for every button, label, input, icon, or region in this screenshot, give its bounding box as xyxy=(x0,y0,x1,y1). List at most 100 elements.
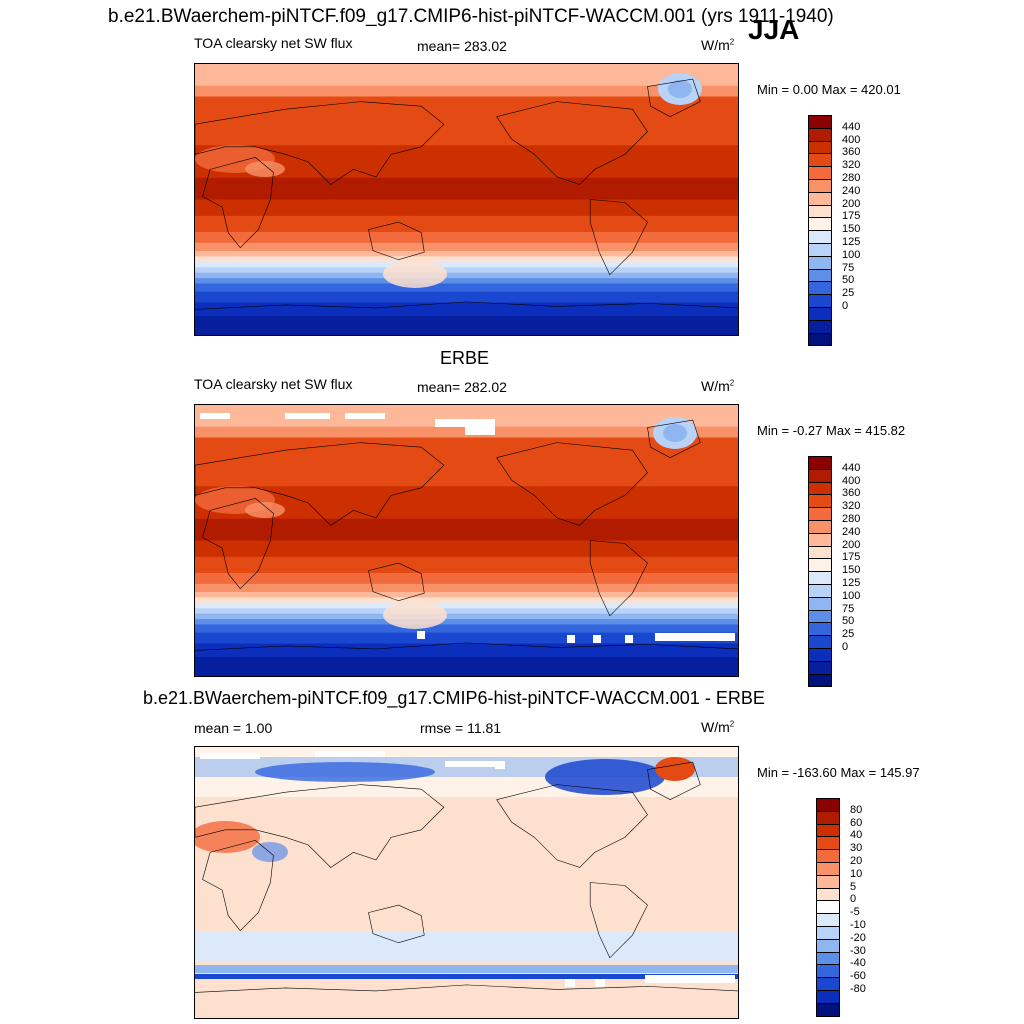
colorbar-swatch xyxy=(808,571,832,585)
colorbar-swatch xyxy=(808,481,832,496)
colorbar-swatch xyxy=(816,849,840,863)
panel2-variable: TOA clearsky net SW flux xyxy=(194,376,353,392)
colorbar-label: 25 xyxy=(842,287,855,300)
colorbar-label: 20 xyxy=(850,855,863,867)
colorbar-swatch xyxy=(816,874,840,889)
colorbar-label: 25 xyxy=(842,628,855,641)
panel3-colorbar: 80 60 40 30 20 10 5 0 -5 -10 -20 -30 -40 -60 -80 xyxy=(816,798,876,1017)
panel1-map xyxy=(194,63,739,336)
colorbar-swatch xyxy=(808,307,832,321)
colorbar-swatch xyxy=(808,494,832,509)
colorbar-swatch xyxy=(808,468,832,483)
colorbar-swatch xyxy=(816,862,840,876)
colorbar-label: 280 xyxy=(842,172,861,184)
colorbar-swatch xyxy=(808,217,832,232)
colorbar-label: 50 xyxy=(842,274,855,287)
colorbar-swatch xyxy=(816,964,840,979)
colorbar-swatch xyxy=(808,191,832,206)
colorbar-swatch xyxy=(808,268,832,283)
colorbar-swatch xyxy=(808,319,832,334)
colorbar-label: 440 xyxy=(842,120,861,133)
colorbar-label: 320 xyxy=(842,500,861,513)
colorbar-swatch xyxy=(816,990,840,1004)
colorbar-swatch xyxy=(808,558,832,573)
colorbar-label: 30 xyxy=(850,842,863,855)
colorbar-swatch xyxy=(808,166,832,180)
colorbar-swatch xyxy=(808,673,832,688)
colorbar-label: -40 xyxy=(850,957,866,970)
colorbar-label: 150 xyxy=(842,223,861,236)
colorbar-swatch xyxy=(816,926,840,940)
panel1-variable: TOA clearsky net SW flux xyxy=(194,35,353,51)
colorbar-label: 125 xyxy=(842,236,861,248)
colorbar-swatch xyxy=(808,545,832,560)
colorbar-swatch xyxy=(808,153,832,168)
panel2-units: W/m2 xyxy=(701,378,735,394)
panel1-colorbar: 440 400 360 320 280 240 200 175 150 125 100 75 50 25 0 xyxy=(808,115,868,347)
colorbar-label: 75 xyxy=(842,602,855,615)
season-label: JJA xyxy=(748,14,800,45)
colorbar-label: 200 xyxy=(842,197,861,210)
colorbar-swatch xyxy=(808,507,832,521)
colorbar-label: 200 xyxy=(842,538,861,551)
colorbar-label: 320 xyxy=(842,159,861,172)
colorbar-swatch xyxy=(808,648,832,662)
colorbar-label: 240 xyxy=(842,525,861,538)
colorbar-swatch xyxy=(816,836,840,851)
colorbar-swatch xyxy=(816,977,840,991)
colorbar-swatch xyxy=(808,127,832,142)
colorbar-label: 100 xyxy=(842,248,861,261)
colorbar-swatch xyxy=(808,140,832,155)
colorbar-swatch xyxy=(808,596,832,611)
colorbar-label: 0 xyxy=(842,641,849,653)
panel3-units: W/m2 xyxy=(701,719,735,735)
colorbar-swatch xyxy=(816,810,840,825)
colorbar-label: 240 xyxy=(842,184,861,197)
colorbar-swatch xyxy=(816,938,840,953)
colorbar-label: 150 xyxy=(842,564,861,577)
colorbar-label: 40 xyxy=(850,829,863,842)
colorbar-label: 360 xyxy=(842,487,861,500)
panel1-mean: mean= 283.02 xyxy=(417,38,507,54)
colorbar-label: 125 xyxy=(842,577,861,589)
colorbar-label: 400 xyxy=(842,133,861,146)
colorbar-swatch xyxy=(808,456,832,470)
colorbar-label: 100 xyxy=(842,589,861,602)
colorbar-label: -30 xyxy=(850,944,866,957)
colorbar-label: 175 xyxy=(842,551,861,564)
colorbar-label: 75 xyxy=(842,261,855,274)
colorbar-swatch xyxy=(816,951,840,966)
panel3-map xyxy=(194,746,739,1019)
colorbar-swatch xyxy=(816,798,840,812)
panel1-units: W/m2 xyxy=(701,37,735,53)
figure-title: b.e21.BWaerchem-piNTCF.f09_g17.CMIP6-his… xyxy=(108,6,834,27)
colorbar-swatch xyxy=(816,887,840,902)
panel3-section-title: b.e21.BWaerchem-piNTCF.f09_g17.CMIP6-his… xyxy=(143,688,765,708)
colorbar-label: -80 xyxy=(850,983,866,995)
colorbar-swatch xyxy=(808,584,832,598)
colorbar-label: 60 xyxy=(850,816,863,829)
colorbar-label: 10 xyxy=(850,867,863,880)
panel3-rmse: rmse = 11.81 xyxy=(420,720,502,736)
colorbar-swatch xyxy=(816,1002,840,1017)
colorbar-label: 50 xyxy=(842,615,855,628)
colorbar-label: -5 xyxy=(850,906,860,919)
colorbar-swatch xyxy=(808,179,832,193)
colorbar-swatch xyxy=(808,532,832,547)
colorbar-swatch xyxy=(808,243,832,257)
colorbar-swatch xyxy=(808,609,832,624)
panel3-mean: mean = 1.00 xyxy=(194,720,273,736)
colorbar-swatch xyxy=(808,520,832,534)
panel2-minmax: Min = -0.27 Max = 415.82 xyxy=(757,423,906,438)
colorbar-swatch xyxy=(808,294,832,308)
panel3-minmax: Min = -163.60 Max = 145.97 xyxy=(757,765,920,780)
colorbar-swatch xyxy=(816,900,840,915)
colorbar-label: -10 xyxy=(850,919,866,931)
panel2-mean: mean= 282.02 xyxy=(417,379,507,395)
panel1-minmax: Min = 0.00 Max = 420.01 xyxy=(757,82,901,97)
colorbar-swatch xyxy=(808,332,832,347)
colorbar-label: 400 xyxy=(842,474,861,487)
colorbar-swatch xyxy=(808,255,832,270)
colorbar-label: 440 xyxy=(842,461,861,474)
colorbar-swatch xyxy=(808,622,832,637)
